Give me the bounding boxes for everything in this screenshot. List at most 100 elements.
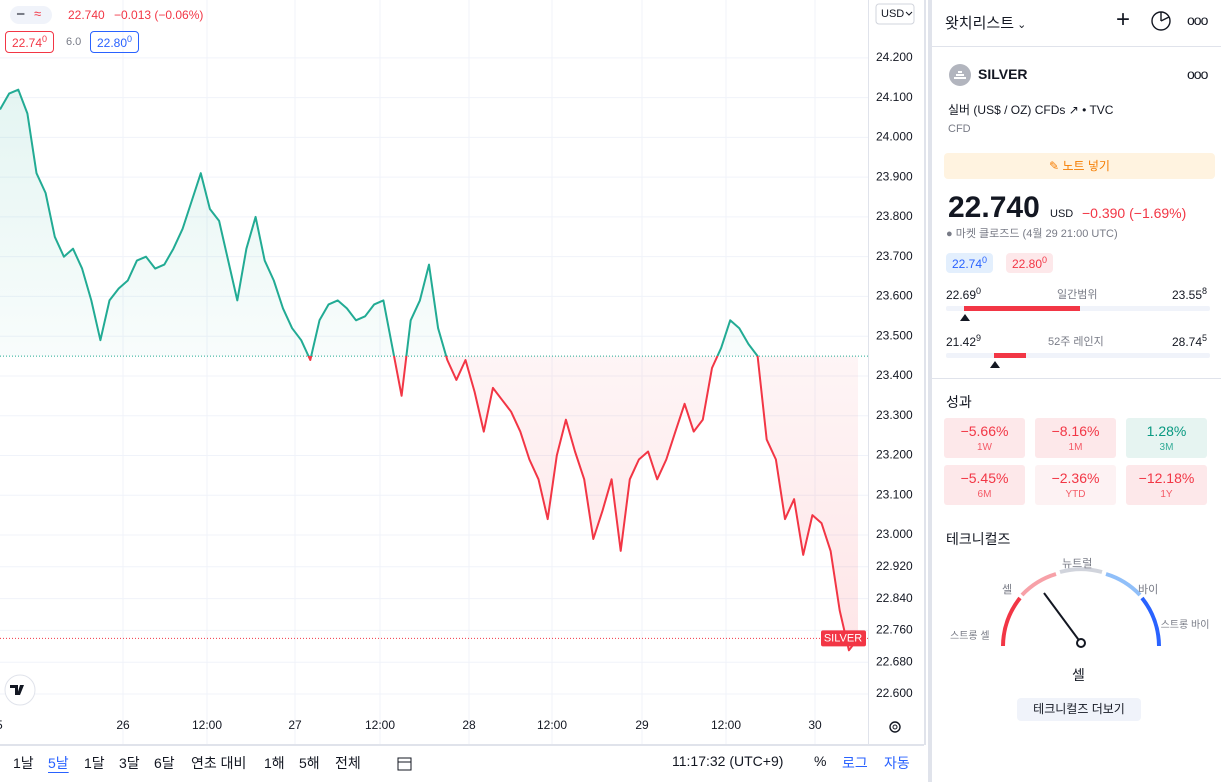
- more-button[interactable]: ooo: [1187, 12, 1208, 28]
- price-text: 22.740: [948, 191, 1040, 224]
- performance-period: 1Y: [1160, 489, 1173, 500]
- perf-text: 성과: [946, 394, 972, 410]
- ask-sup: 0: [1042, 255, 1048, 265]
- gauge-sell-label: 셀: [1002, 584, 1013, 596]
- auto-button[interactable]: 자동: [884, 755, 910, 771]
- technicals-more-button[interactable]: 테크니컬즈 더보기: [1017, 698, 1141, 721]
- y-tick-label: 22.760: [876, 623, 913, 637]
- y-tick-label: 23.400: [876, 368, 913, 382]
- x-tick-label: 12:00: [365, 718, 395, 732]
- description-line: 실버 (US$ / OZ) CFDs ↗ • TVC: [948, 103, 1114, 117]
- symbol-icon: [949, 64, 971, 86]
- chart: SILVER 24.200 24.100 24.000 23.900 23.800 23.…: [0, 0, 926, 745]
- price-change: −0.390 (−1.69%): [1082, 205, 1186, 221]
- last-price-tag-label: SILVER: [824, 632, 862, 644]
- symbol-text: SILVER: [978, 66, 1028, 82]
- change-text: −0.390 (−1.69%): [1082, 205, 1187, 221]
- x-tick-label: 28: [462, 718, 476, 732]
- performance-period: 6M: [977, 489, 992, 500]
- day-high: 23.558: [1172, 286, 1207, 302]
- y-tick-label: 23.300: [876, 408, 913, 422]
- symbol[interactable]: SILVER: [978, 66, 1028, 82]
- day-range-fill: [964, 306, 1080, 311]
- clock: 11:17:32 (UTC+9): [672, 753, 784, 769]
- day-range-label: 일간범위: [1057, 289, 1098, 301]
- add-button[interactable]: +: [1116, 6, 1131, 33]
- performance-period: 3M: [1159, 442, 1174, 453]
- legend-toggle[interactable]: ━ ≈: [10, 6, 52, 24]
- note-button[interactable]: ✎ 노트 넣기: [944, 153, 1215, 179]
- performance-value: 1.28%: [1146, 423, 1187, 439]
- performance-tile: −5.45% 6M: [944, 465, 1025, 505]
- currency-button[interactable]: [875, 3, 915, 25]
- note-text: 노트 넣기: [1062, 159, 1110, 173]
- y-tick-label: 24.000: [876, 130, 913, 144]
- price-currency: USD: [1050, 208, 1074, 220]
- x-tick-label: 29: [635, 718, 649, 732]
- legend-change: −0.013 (−0.06%): [114, 8, 204, 22]
- icon: ≈: [34, 6, 42, 21]
- range-button[interactable]: 3달: [119, 755, 140, 771]
- status-time: (4월 29 21:00 UTC): [1022, 228, 1118, 240]
- gear[interactable]: [889, 721, 901, 733]
- low-sup: 9: [976, 333, 982, 343]
- date-range-icon[interactable]: [395, 754, 415, 774]
- y-tick-label: 22.600: [876, 686, 913, 700]
- percent-button[interactable]: %: [814, 753, 827, 769]
- x-tick-label: 25: [0, 718, 3, 732]
- gear-core[interactable]: [892, 724, 898, 730]
- x-tick-label: 30: [808, 718, 822, 732]
- y-tick-label: 22.680: [876, 654, 913, 668]
- pie-slice[interactable]: [1160, 12, 1170, 22]
- y-axis: 24.200 24.100 24.000 23.900 23.800 23.700 23.6…: [0, 50, 913, 732]
- x-tick-label: 26: [116, 718, 130, 732]
- divider: [932, 378, 1221, 379]
- y-tick-label: 23.500: [876, 328, 913, 342]
- watchlist-panel: 왓치리스트 ⌄ + ooo SILVER ooo 실버 (US$ / OZ) C…: [928, 0, 1221, 782]
- range-button[interactable]: 1해: [264, 755, 285, 771]
- x-tick-label: 12:00: [711, 718, 741, 732]
- source: TVC: [1089, 103, 1114, 117]
- gauge-strong-buy-label: 스트롱 바이: [1160, 620, 1210, 631]
- y-tick-label: 23.600: [876, 289, 913, 303]
- grid: [0, 0, 868, 744]
- high: 23.55: [1172, 288, 1203, 302]
- icon-bars: [954, 71, 966, 79]
- bid: 22.74: [952, 257, 983, 271]
- range-button[interactable]: 1날: [13, 755, 34, 771]
- calendar[interactable]: [397, 757, 412, 771]
- y-tick-label: 22.920: [876, 559, 913, 573]
- x-tick-label: 27: [288, 718, 302, 732]
- gauge-buy-label: 바이: [1138, 584, 1159, 596]
- range-button[interactable]: 5해: [299, 755, 320, 771]
- range-button[interactable]: 6달: [154, 755, 175, 771]
- buy-button[interactable]: 22.800: [90, 31, 140, 53]
- bottom-toolbar: 1날 5날 1달 3달 6달 연초 대비 1해 5해 전체 11:17:32 (UTC+9) %…: [0, 745, 924, 783]
- range-button[interactable]: 연초 대비: [191, 755, 247, 771]
- symbol-more[interactable]: ooo: [1187, 66, 1208, 82]
- technicals-title: 테크니컬즈: [946, 529, 1010, 549]
- ask: 22.80: [1012, 257, 1043, 271]
- gauge-needle: [1043, 592, 1082, 644]
- panel-border: [924, 0, 926, 745]
- range-button[interactable]: 1달: [84, 755, 105, 771]
- range-button[interactable]: 전체: [335, 755, 361, 771]
- status: 마켓 클로즈드: [955, 228, 1020, 240]
- settings-icon[interactable]: [889, 721, 901, 733]
- y-tick-label: 23.900: [876, 169, 913, 183]
- title-text: 왓치리스트: [945, 15, 1015, 32]
- logo-mark: [10, 685, 24, 695]
- y-tick-label: 23.000: [876, 527, 913, 541]
- result-text: 셀: [1072, 667, 1085, 683]
- year-high: 28.745: [1172, 333, 1207, 349]
- technicals-result: 셀: [1072, 665, 1085, 685]
- watchlist-title[interactable]: 왓치리스트 ⌄: [945, 15, 1027, 32]
- sell-button[interactable]: 22.740: [5, 31, 55, 53]
- pie-button[interactable]: [1150, 10, 1172, 32]
- performance-tile: −2.36% YTD: [1035, 465, 1116, 505]
- ask-sup: 0: [127, 34, 133, 44]
- range-button[interactable]: 5날: [48, 755, 69, 771]
- log-button[interactable]: 로그: [842, 755, 868, 771]
- currency-label: USD: [881, 8, 904, 20]
- y-tick-label: 23.200: [876, 448, 913, 462]
